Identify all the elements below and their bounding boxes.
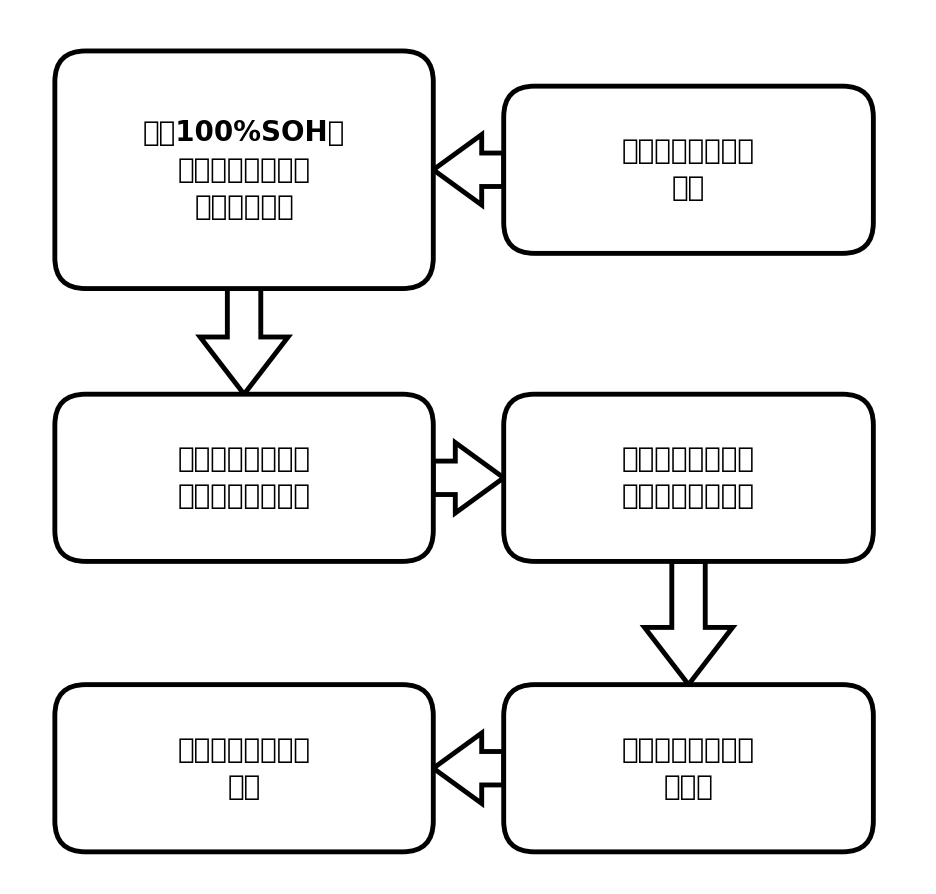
Polygon shape (644, 561, 732, 685)
FancyBboxPatch shape (504, 86, 872, 253)
Text: 采用遗传算法进行
电池特征变量估计: 采用遗传算法进行 电池特征变量估计 (178, 445, 310, 510)
Text: 建立优化充电数学
模型: 建立优化充电数学 模型 (622, 138, 754, 202)
FancyBboxPatch shape (504, 394, 872, 561)
FancyBboxPatch shape (504, 685, 872, 852)
FancyBboxPatch shape (55, 685, 432, 852)
Polygon shape (432, 135, 504, 205)
FancyBboxPatch shape (55, 394, 432, 561)
Polygon shape (200, 289, 287, 394)
FancyBboxPatch shape (55, 51, 432, 289)
Text: 获取100%SOH时
不同倍率下的恒流
阶段充电数据: 获取100%SOH时 不同倍率下的恒流 阶段充电数据 (143, 119, 344, 221)
Text: 动态电流充电仿真
与验证: 动态电流充电仿真 与验证 (622, 736, 754, 801)
Text: 确认固定电压充电
曲线: 确认固定电压充电 曲线 (178, 736, 310, 801)
Polygon shape (432, 443, 504, 513)
Polygon shape (432, 733, 504, 804)
Text: 采用遗传算法进行
动态电流参数估计: 采用遗传算法进行 动态电流参数估计 (622, 445, 754, 510)
